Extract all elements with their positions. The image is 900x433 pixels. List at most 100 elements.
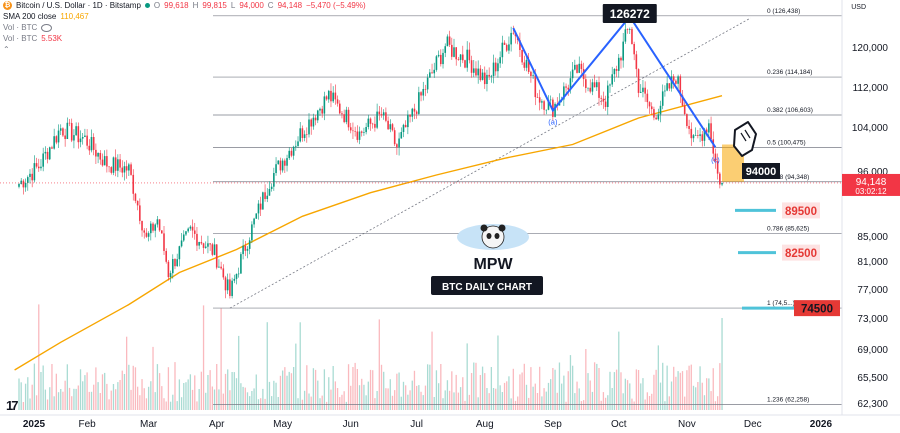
sma-label[interactable]: SMA 200 close [3, 12, 57, 21]
volume-bar [27, 377, 29, 410]
candle-body [648, 102, 651, 107]
candle-body [211, 244, 214, 255]
volume-bar [690, 364, 692, 410]
candle-body [237, 273, 240, 275]
candle-body [499, 57, 501, 64]
sma-row[interactable]: SMA 200 close 110,467 [0, 11, 366, 22]
ohlc-h-label: H [192, 1, 199, 10]
candle-body [677, 76, 679, 84]
candle-body [174, 259, 176, 267]
candle-body [354, 131, 356, 132]
vol-row-2[interactable]: Vol · BTC 5.53K [0, 33, 366, 44]
volume-bar [191, 389, 194, 410]
candle-body [420, 92, 422, 96]
candle-body [103, 156, 106, 166]
symbol-row[interactable]: ₿ Bitcoin / U.S. Dollar · 1D · Bitstamp … [0, 0, 366, 11]
candle-body [42, 153, 44, 167]
eye-icon[interactable] [41, 23, 53, 32]
volume-bar [536, 393, 539, 410]
vol-row-1[interactable]: Vol · BTC [0, 22, 366, 33]
candle-body [565, 86, 567, 88]
volume-bar [33, 363, 36, 410]
candle-body [501, 42, 504, 58]
volume-bar [686, 370, 688, 410]
panda-ear-right [498, 224, 506, 232]
volume-bar [600, 400, 602, 410]
candle-body [633, 44, 635, 55]
candle-body [578, 63, 581, 73]
high-label-box [602, 4, 657, 23]
collapse-row[interactable]: ⌃ [0, 44, 366, 55]
volume-bar [240, 383, 242, 410]
candle-body [585, 79, 587, 88]
candle-body [161, 230, 163, 234]
candle-body [422, 89, 425, 96]
candle-body [679, 76, 682, 96]
volume-bar [299, 322, 301, 410]
volume-bar [145, 398, 148, 410]
volume-bar [714, 401, 717, 410]
candle-body [84, 135, 86, 137]
vol-label-1[interactable]: Vol · BTC [3, 23, 38, 32]
volume-bar [31, 384, 33, 410]
price-axis[interactable]: 120,000 112,000 104,000 96,000 85,000 81,000 7… [841, 0, 900, 433]
candle-body [400, 132, 403, 139]
candle-body [415, 111, 418, 114]
candle-body [701, 134, 704, 141]
volume-bar [400, 396, 402, 410]
volume-bar [644, 399, 646, 410]
wave-a-label: (a) [548, 118, 558, 127]
volume-bar [22, 402, 25, 410]
countdown-text: 03:02:12 [855, 187, 887, 196]
vol-label-2[interactable]: Vol · BTC [3, 34, 38, 43]
candle-body [719, 173, 721, 185]
volume-bar [561, 383, 563, 410]
candle-body [459, 54, 462, 60]
volume-bar [664, 401, 666, 410]
volume-bar [512, 368, 514, 410]
y-tick-label: 69,000 [857, 345, 888, 356]
candle-body [385, 112, 387, 121]
volume-bar [407, 394, 409, 410]
candle-body [613, 69, 616, 75]
candles[interactable] [18, 22, 723, 299]
candle-body [580, 63, 583, 69]
candle-body [587, 87, 589, 89]
candle-body [433, 69, 436, 74]
time-axis[interactable]: 2025 Feb Mar Apr May Jun Jul Aug Sep Oct Nov Dec 202… [0, 414, 900, 430]
volume-bar [446, 380, 449, 410]
candle-body [182, 234, 185, 241]
volume-bars [18, 304, 723, 410]
volume-bar [213, 389, 216, 410]
volume-bar [523, 363, 525, 410]
trendline-group [229, 17, 751, 309]
volume-bar [635, 369, 638, 410]
symbol-title[interactable]: Bitcoin / U.S. Dollar · 1D · Bitstamp [16, 1, 141, 10]
volume-bar [706, 378, 708, 410]
volume-bar [292, 367, 295, 410]
volume-bar [394, 390, 396, 410]
candle-body [143, 230, 146, 233]
volume-bar [651, 393, 653, 410]
chevron-up-icon[interactable]: ⌃ [3, 45, 10, 54]
candle-body [251, 224, 253, 241]
y-tick-label: 96,000 [857, 167, 888, 178]
candle-body [257, 203, 260, 214]
candle-body [488, 74, 490, 77]
volume-bar [172, 394, 174, 410]
candle-body [270, 186, 273, 189]
candle-body [670, 76, 673, 89]
volume-bar [462, 377, 464, 410]
candle-body [393, 130, 396, 145]
candle-body [218, 266, 220, 268]
candle-body [505, 44, 508, 51]
volume-bar [165, 401, 167, 410]
target-text: 74500 [801, 304, 833, 316]
volume-bar [675, 376, 677, 410]
candle-body [24, 182, 27, 188]
candle-body [571, 69, 574, 79]
volume-bar [497, 335, 499, 410]
volume-bar [46, 399, 49, 410]
currency-label[interactable]: USD [851, 4, 866, 11]
